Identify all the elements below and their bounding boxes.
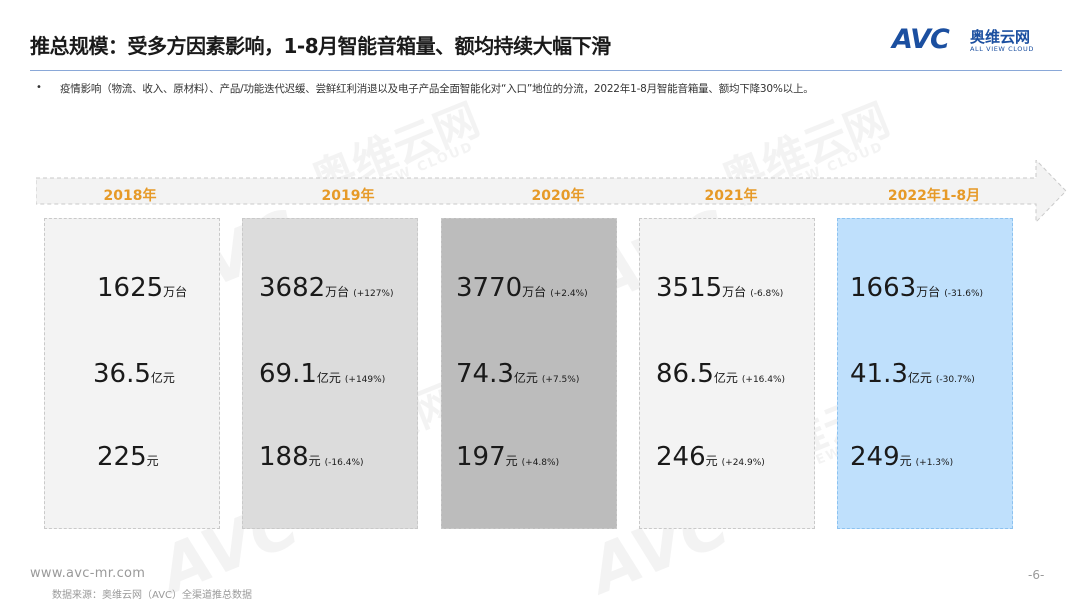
revenue-change: (-30.7%): [935, 375, 975, 385]
volume-unit: 万台: [522, 285, 547, 299]
revenue-value: 69.1亿元 (+149%): [259, 359, 385, 389]
revenue-number: 69.1: [259, 359, 317, 389]
revenue-unit: 亿元: [316, 371, 341, 385]
volume-number: 3770: [456, 273, 523, 303]
year-label-2022: 2022年1-8月: [887, 188, 981, 204]
revenue-number: 36.5: [93, 359, 151, 389]
revenue-unit: 亿元: [907, 371, 932, 385]
volume-unit: 万台: [916, 285, 941, 299]
price-number: 246: [656, 442, 706, 472]
price-value: 246元 (+24.9%): [656, 442, 765, 472]
price-unit: 元: [899, 454, 912, 468]
footer-source: 数据来源：奥维云网（AVC）全渠道推总数据: [52, 590, 253, 601]
price-change: (+24.9%): [721, 458, 765, 468]
year-column-2022: 1663万台 (-31.6%) 41.3亿元 (-30.7%) 249元 (+1.3%…: [837, 218, 1013, 529]
volume-number: 1663: [850, 273, 917, 303]
volume-change: (+127%): [353, 289, 394, 299]
year-column-2019: 3682万台 (+127%) 69.1亿元 (+149%) 188元 (-16.4%): [242, 218, 418, 529]
price-unit: 元: [146, 454, 159, 468]
slide-title: 推总规模：受多方因素影响，1-8月智能音箱量、额均持续大幅下滑: [30, 34, 611, 58]
volume-change: (-6.8%): [750, 289, 784, 299]
year-label-2018: 2018年: [103, 188, 157, 204]
bullet-text: 疫情影响（物流、收入、原材料）、产品/功能迭代迟缓、尝鲜红利消退以及电子产品全面…: [60, 83, 814, 95]
title-divider: [30, 70, 1062, 71]
year-label-2019: 2019年: [321, 188, 375, 204]
volume-unit: 万台: [163, 285, 188, 299]
price-change: (+1.3%): [915, 458, 954, 468]
volume-value: 1663万台 (-31.6%): [850, 273, 983, 303]
revenue-number: 74.3: [456, 359, 514, 389]
price-value: 249元 (+1.3%): [850, 442, 953, 472]
volume-change: (-31.6%): [944, 289, 984, 299]
price-unit: 元: [308, 454, 321, 468]
avc-logo: AVC 奥维云网 ALL VIEW CLOUD: [892, 24, 1062, 58]
price-number: 188: [259, 442, 309, 472]
year-column-2020: 3770万台 (+2.4%) 74.3亿元 (+7.5%) 197元 (+4.8%): [441, 218, 617, 529]
footer-url[interactable]: www.avc-mr.com: [30, 566, 146, 581]
logo-name-en: ALL VIEW CLOUD: [970, 45, 1034, 53]
revenue-unit: 亿元: [513, 371, 538, 385]
revenue-change: (+16.4%): [741, 375, 786, 385]
volume-value: 1625万台: [97, 273, 191, 303]
price-value: 225元: [97, 442, 163, 472]
volume-value: 3682万台 (+127%): [259, 273, 393, 303]
volume-value: 3515万台 (-6.8%): [656, 273, 783, 303]
revenue-unit: 亿元: [713, 371, 738, 385]
price-value: 197元 (+4.8%): [456, 442, 559, 472]
price-change: (+4.8%): [521, 458, 560, 468]
price-number: 249: [850, 442, 900, 472]
year-label-2020: 2020年: [531, 188, 585, 204]
price-unit: 元: [705, 454, 718, 468]
revenue-change: (+149%): [344, 375, 386, 385]
revenue-number: 86.5: [656, 359, 714, 389]
revenue-value: 36.5亿元: [93, 359, 179, 389]
revenue-unit: 亿元: [150, 371, 175, 385]
price-change: (-16.4%): [324, 458, 364, 468]
price-number: 225: [97, 442, 147, 472]
bullet-marker: •: [36, 82, 42, 93]
volume-unit: 万台: [325, 285, 350, 299]
price-value: 188元 (-16.4%): [259, 442, 364, 472]
revenue-value: 86.5亿元 (+16.4%): [656, 359, 785, 389]
page-number: -6-: [1028, 568, 1045, 582]
volume-value: 3770万台 (+2.4%): [456, 273, 588, 303]
year-column-2021: 3515万台 (-6.8%) 86.5亿元 (+16.4%) 246元 (+24.9%…: [639, 218, 815, 529]
volume-number: 3515: [656, 273, 723, 303]
volume-change: (+2.4%): [550, 289, 588, 299]
logo-name-cn: 奥维云网: [970, 28, 1031, 46]
revenue-value: 41.3亿元 (-30.7%): [850, 359, 975, 389]
year-column-2018: 1625万台 36.5亿元 225元: [44, 218, 220, 529]
volume-unit: 万台: [722, 285, 747, 299]
logo-mark: AVC: [892, 24, 950, 55]
revenue-number: 41.3: [850, 359, 908, 389]
revenue-change: (+7.5%): [541, 375, 580, 385]
year-label-2021: 2021年: [704, 188, 758, 204]
price-number: 197: [456, 442, 506, 472]
volume-number: 1625: [97, 273, 164, 303]
price-unit: 元: [505, 454, 518, 468]
timeline-arrow: [36, 160, 1067, 222]
revenue-value: 74.3亿元 (+7.5%): [456, 359, 579, 389]
volume-number: 3682: [259, 273, 326, 303]
